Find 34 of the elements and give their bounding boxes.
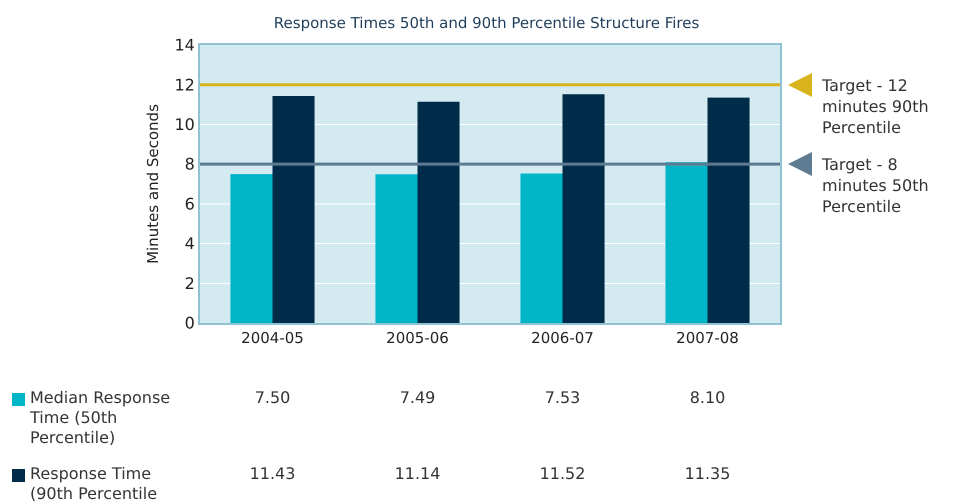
x-tick-label: 2005-06 (386, 329, 449, 347)
legend-label: Median Response Time (50th Percentile) (30, 388, 172, 448)
y-tick-label: 8 (184, 154, 195, 174)
data-label: 11.43 (248, 464, 296, 484)
y-tick-label: 0 (184, 314, 195, 333)
bar (520, 173, 562, 323)
y-tick-label: 14 (174, 36, 195, 55)
bar (418, 102, 460, 323)
data-label: 7.49 (398, 388, 436, 408)
bar (230, 174, 272, 323)
x-tick-label: 2007-08 (676, 329, 739, 347)
bar (665, 162, 708, 323)
y-tick-label: 6 (184, 194, 195, 214)
legend-label: Target - 8 minutes 50th Percentile (822, 154, 930, 218)
data-label: 7.53 (544, 388, 582, 408)
bar (375, 174, 418, 323)
y-tick-label: 10 (174, 115, 195, 134)
x-tick-label: 2004-05 (241, 329, 304, 347)
legend-label: Target - 12 minutes 90th Percentile (822, 74, 930, 138)
data-label: 8.10 (688, 388, 726, 408)
data-label: 11.14 (394, 464, 442, 484)
bar (562, 94, 605, 323)
bar (272, 96, 315, 323)
y-tick-label: 12 (174, 75, 195, 94)
y-tick-label: 2 (184, 274, 195, 293)
data-label: 11.52 (538, 464, 586, 484)
x-tick-label: 2006-07 (531, 329, 594, 347)
bar (708, 98, 750, 323)
y-tick-label: 4 (184, 234, 195, 254)
data-label: 7.50 (254, 388, 292, 408)
y-axis-title: Minutes and Seconds (144, 104, 162, 264)
legend-label: Response Time (90th Percentile (30, 464, 158, 504)
data-label: 11.35 (684, 464, 732, 484)
chart-title: Response Times 50th and 90th Percentile Structure Fires (274, 14, 700, 32)
